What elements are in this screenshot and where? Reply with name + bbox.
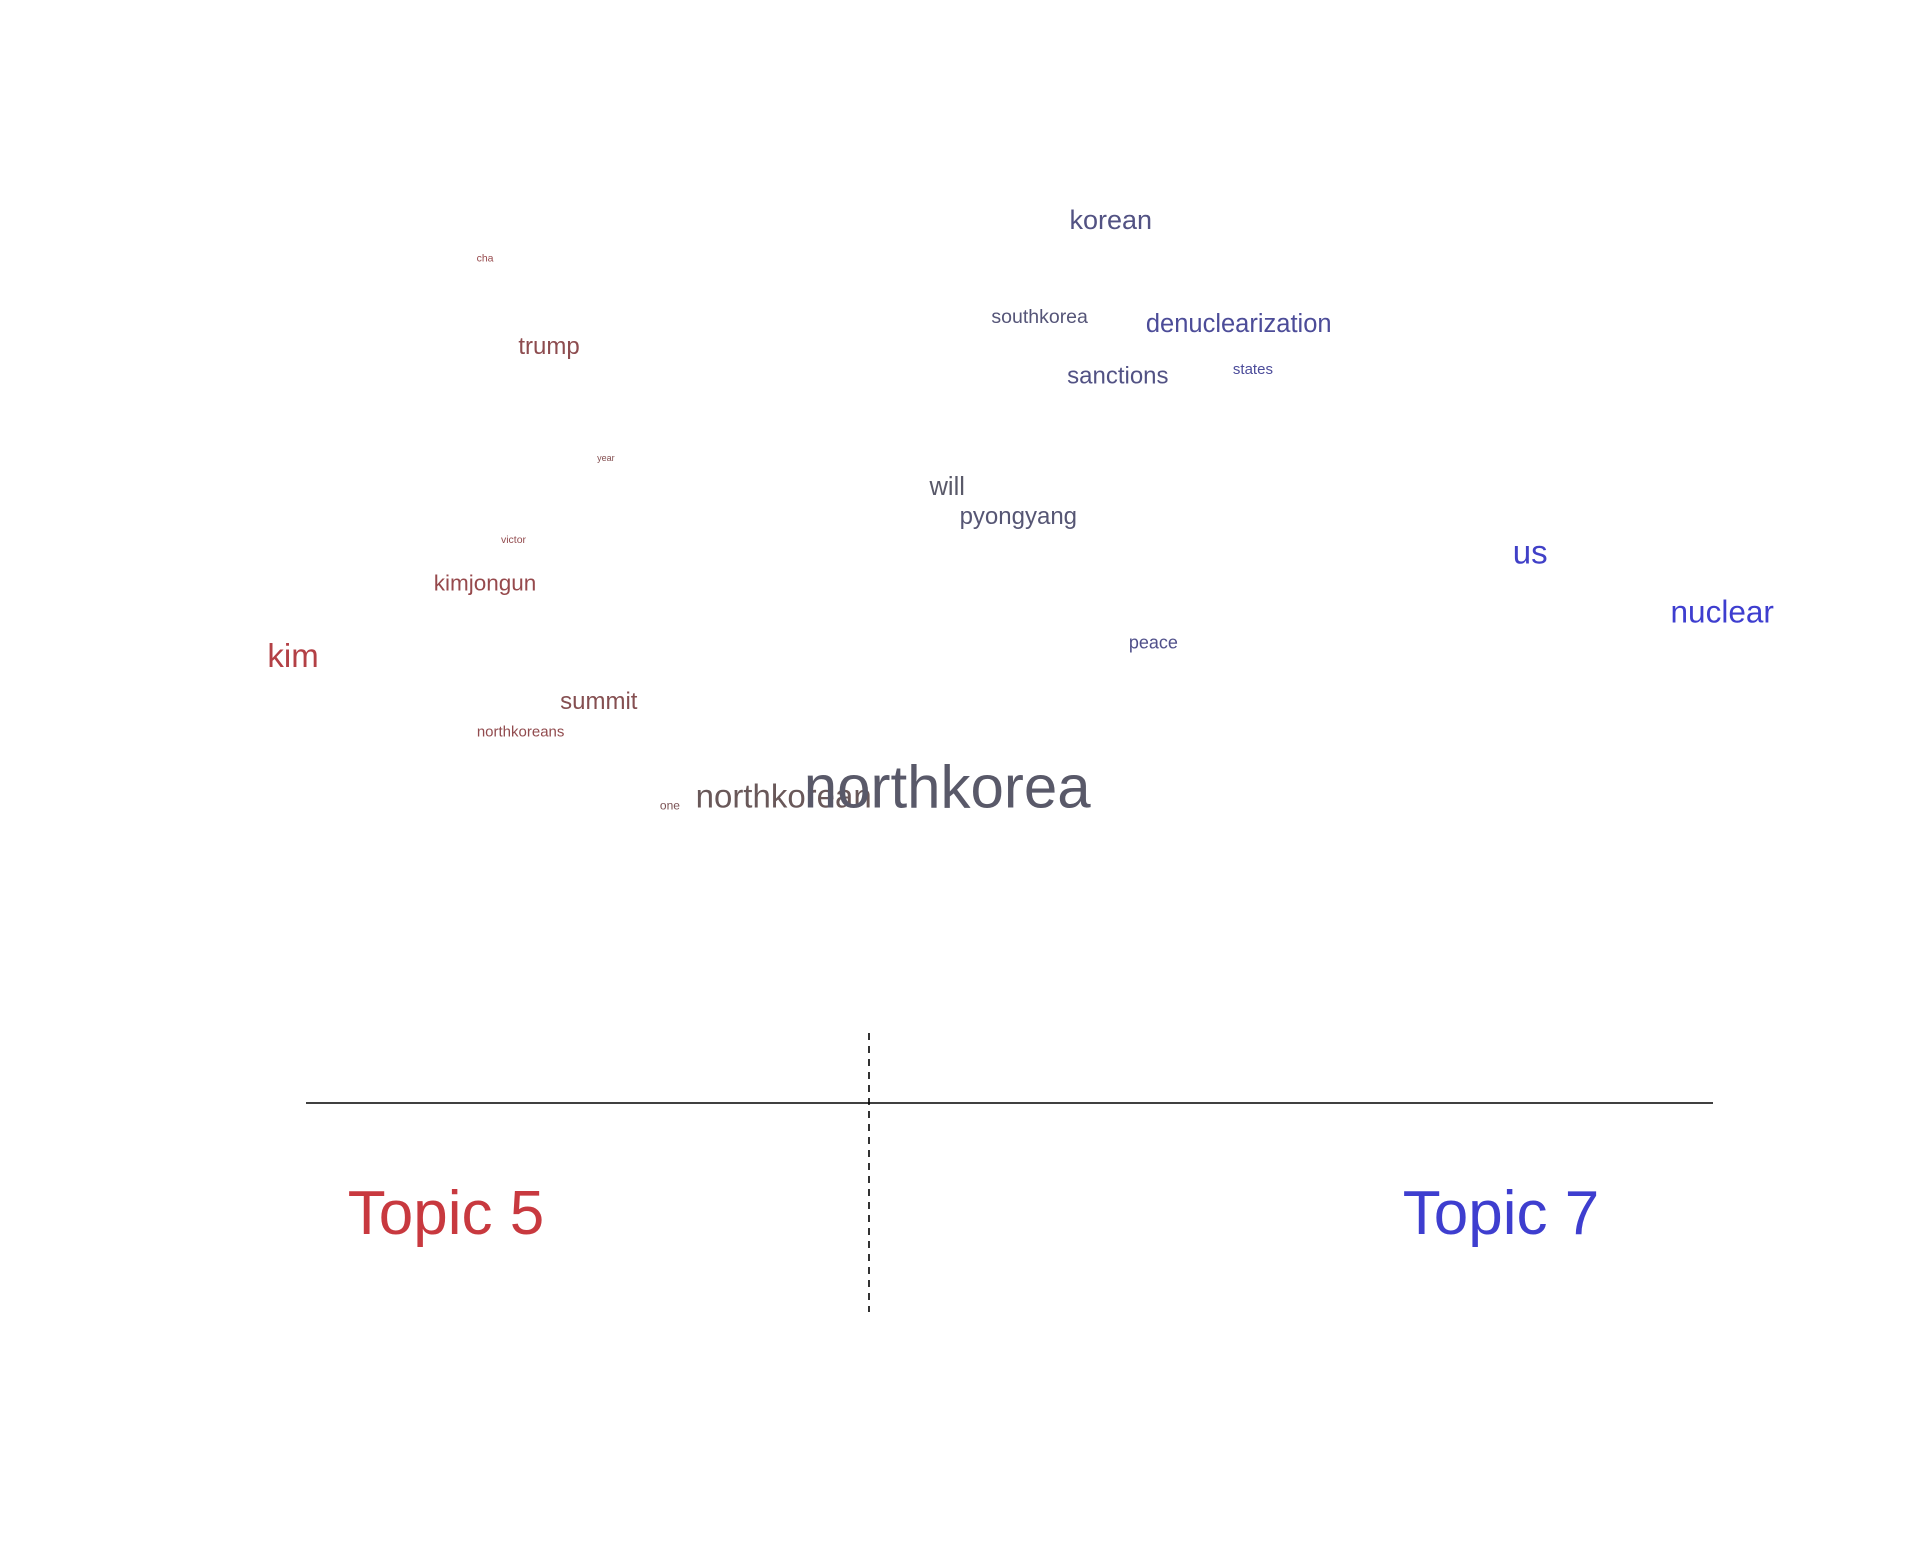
word-label: summit xyxy=(560,688,638,715)
word-label: northkorean xyxy=(696,778,872,815)
word-label: kim xyxy=(267,637,318,674)
word-label: southkorea xyxy=(991,306,1088,328)
left-topic-label: Topic 5 xyxy=(348,1179,544,1248)
word-label: will xyxy=(928,473,964,501)
word-label: peace xyxy=(1129,632,1178,652)
word-label: victor xyxy=(501,534,527,546)
word-label: sanctions xyxy=(1067,363,1168,390)
word-label: korean xyxy=(1069,205,1152,235)
word-label: us xyxy=(1513,534,1548,571)
word-label: nuclear xyxy=(1671,593,1774,629)
word-label: one xyxy=(660,799,680,813)
right-topic-label: Topic 7 xyxy=(1403,1179,1599,1248)
word-label: trump xyxy=(518,333,579,360)
words-layer: korean cha southkorea denuclearization trump… xyxy=(267,205,1773,821)
word-label: denuclearization xyxy=(1146,310,1332,338)
word-label: northkoreans xyxy=(477,723,565,740)
word-label: kimjongun xyxy=(434,570,537,595)
word-label: cha xyxy=(477,253,494,265)
word-label: year xyxy=(597,453,615,463)
word-label: pyongyang xyxy=(960,503,1077,530)
word-label: states xyxy=(1233,361,1273,378)
word-label: northkorea xyxy=(804,753,1091,820)
